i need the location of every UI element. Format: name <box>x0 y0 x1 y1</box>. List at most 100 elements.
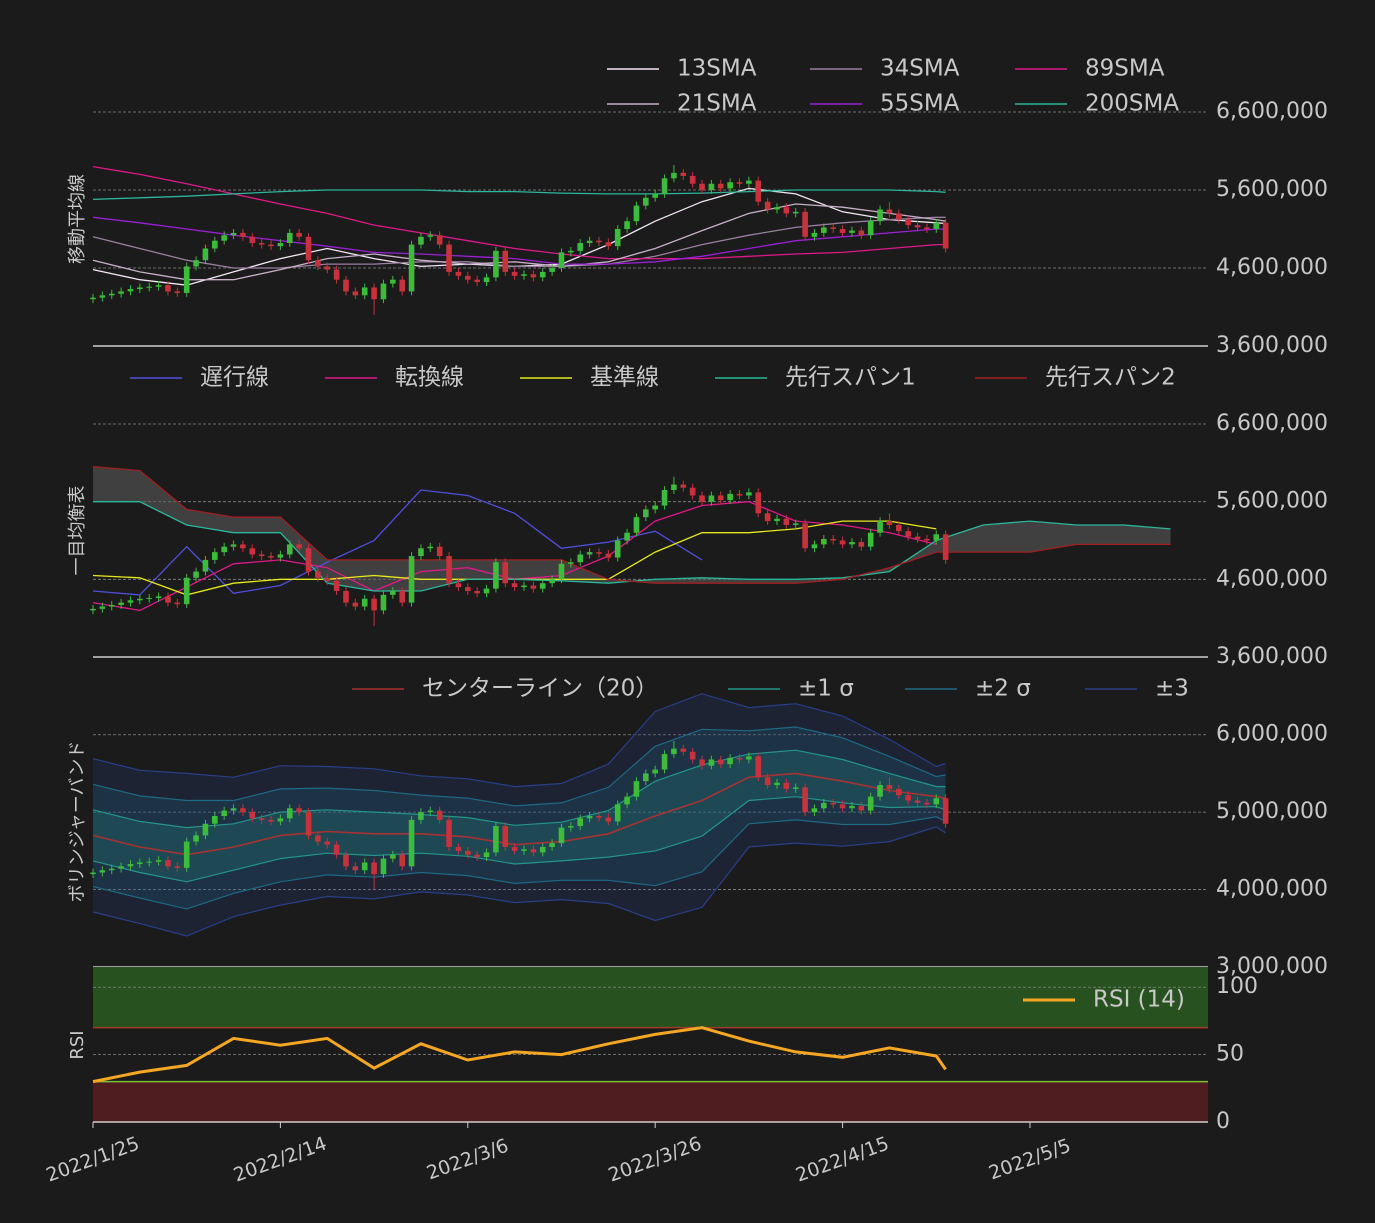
y-tick-label: 3,000,000 <box>1216 954 1328 979</box>
candle-body <box>108 604 115 607</box>
candle-body <box>530 849 537 853</box>
x-tick-label: 2022/3/6 <box>424 1135 512 1185</box>
candle-body <box>127 600 134 603</box>
candle-body <box>905 795 911 801</box>
candle-body <box>605 817 612 822</box>
candle-body <box>708 183 715 190</box>
candle-body <box>221 546 227 553</box>
candle-body <box>90 297 96 300</box>
candle-body <box>483 588 490 594</box>
candle-body <box>746 756 752 760</box>
candle-body <box>324 577 331 581</box>
candle-body <box>118 866 124 869</box>
candle-body <box>877 521 883 533</box>
candle-body <box>230 232 237 236</box>
candle-body <box>268 244 274 247</box>
y-tick-label: 0 <box>1216 1109 1230 1134</box>
x-tick-label: 2022/1/25 <box>43 1133 142 1187</box>
candle-body <box>736 757 743 760</box>
indicator-line <box>92 189 946 201</box>
candle-body <box>436 546 443 557</box>
candle-body <box>530 585 537 589</box>
candle-body <box>905 219 911 226</box>
candle-body <box>296 544 302 549</box>
candle-body <box>605 242 612 247</box>
oversold-zone <box>93 1081 1208 1122</box>
candle-body <box>858 230 865 236</box>
candle-body <box>811 232 818 237</box>
candle-body <box>942 534 949 560</box>
candle-body <box>361 287 368 296</box>
candle-body <box>464 587 471 591</box>
indicator-line <box>92 749 946 829</box>
candle-body <box>511 583 518 588</box>
candle-body <box>755 492 762 514</box>
candle-body <box>549 579 555 584</box>
candle-body <box>399 279 406 292</box>
legend-label: 21SMA <box>677 91 757 117</box>
candle-body <box>502 250 509 272</box>
candle-body <box>258 554 265 557</box>
indicator-line <box>92 187 946 286</box>
indicator-line <box>92 826 946 937</box>
candle-body <box>689 751 696 760</box>
candle-body <box>333 269 340 280</box>
candle-body <box>699 759 705 766</box>
candle-body <box>671 172 677 179</box>
candle-body <box>596 552 602 554</box>
candle-body <box>643 197 649 206</box>
candle-body <box>549 843 555 847</box>
candle-body <box>633 517 640 533</box>
candle-body <box>277 243 284 247</box>
candle-body <box>390 279 396 284</box>
candle-body <box>249 548 256 555</box>
candle-body <box>408 819 415 867</box>
candle-body <box>792 523 799 525</box>
candle-body <box>183 841 190 868</box>
candle-body <box>296 808 302 813</box>
legend-label: 基準線 <box>590 365 659 391</box>
candle-body <box>821 538 827 545</box>
candle-body <box>230 544 237 547</box>
candle-body <box>895 788 902 796</box>
candle-body <box>380 594 387 611</box>
indicator-line <box>92 772 946 856</box>
candle-body <box>221 235 227 241</box>
candle-body <box>521 585 527 588</box>
y-axis-label: 移動平均線 <box>67 174 88 264</box>
candle-body <box>802 211 808 237</box>
candle-body <box>155 860 162 862</box>
legend-label: センターライン（20） <box>422 676 658 702</box>
legend-label: 34SMA <box>880 56 960 82</box>
candle-body <box>774 207 780 210</box>
candle-body <box>361 598 368 607</box>
candle-body <box>811 808 818 813</box>
candle-body <box>661 490 668 506</box>
candle-body <box>90 872 96 875</box>
candle-body <box>689 175 696 184</box>
candle-body <box>380 858 387 875</box>
candle-body <box>802 787 808 813</box>
y-tick-label: 4,000,000 <box>1216 877 1328 902</box>
candle-body <box>352 866 359 871</box>
candle-body <box>886 521 893 525</box>
band-fill <box>93 466 1171 591</box>
candle-body <box>146 286 153 288</box>
candle-body <box>914 536 921 539</box>
candle-body <box>614 229 621 247</box>
candle-body <box>418 236 424 245</box>
candle-body <box>764 777 771 786</box>
candle-body <box>286 808 293 819</box>
candle-body <box>558 827 565 844</box>
candle-body <box>418 812 424 820</box>
candle-body <box>549 268 555 272</box>
candle-body <box>427 235 434 237</box>
candle-body <box>530 274 537 278</box>
candle-body <box>633 781 640 797</box>
legend-label: 転換線 <box>395 365 464 391</box>
indicator-line <box>92 1026 947 1084</box>
candle-body <box>867 796 874 811</box>
candle-body <box>727 493 733 501</box>
candle-body <box>886 785 893 789</box>
